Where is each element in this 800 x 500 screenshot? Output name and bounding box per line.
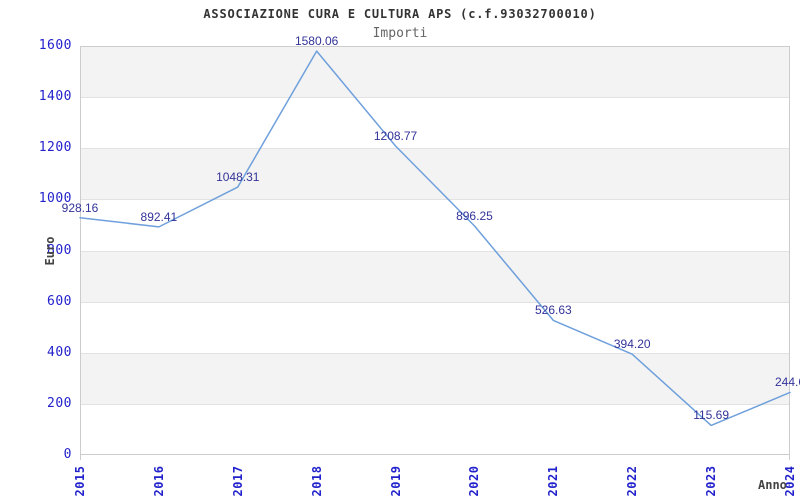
x-axis-tick-label: 2016 [151, 465, 166, 497]
y-axis-tick-label: 0 [63, 447, 72, 462]
y-axis-tick-label: 800 [47, 242, 72, 258]
data-point-label: 394.20 [613, 337, 651, 352]
y-axis-tick-label: 600 [47, 293, 72, 309]
grid-band [80, 46, 790, 98]
x-axis-tick-label: 2022 [625, 465, 640, 497]
grid-line [80, 352, 790, 354]
y-axis-tick-label: 1600 [38, 38, 72, 53]
data-point-label: 1580.06 [294, 34, 339, 49]
data-point-label: 892.41 [140, 209, 178, 224]
x-axis-tick-label: 2023 [704, 465, 719, 497]
data-point-label: 1208.77 [373, 129, 418, 143]
y-axis-title: Euro [43, 236, 57, 266]
grid-line [80, 403, 790, 405]
x-axis-tick-label: 2018 [309, 465, 324, 497]
y-axis-tick-label: 400 [47, 344, 72, 360]
x-axis-tick-label: 2020 [467, 465, 482, 497]
data-point-label: 1048.31 [216, 170, 260, 185]
grid-line [80, 148, 790, 150]
data-point-label: 928.16 [61, 200, 99, 215]
data-point-label: 526.63 [534, 303, 572, 318]
chart-subtitle: Importi [372, 26, 428, 41]
y-axis-tick-label: 1000 [38, 191, 72, 207]
grid-band [80, 148, 790, 200]
x-axis-title: Anno [758, 478, 787, 492]
x-axis-tick-label: 2015 [73, 465, 87, 497]
grid-line [80, 199, 790, 201]
x-axis-tick-label: 2019 [388, 465, 403, 497]
axis-stub [80, 455, 81, 460]
grid-band [80, 250, 790, 302]
x-axis-tick-label: 2017 [230, 465, 245, 497]
grid-line [80, 97, 790, 99]
x-axis-tick-label: 2021 [546, 465, 561, 497]
y-axis-tick-label: 1200 [38, 140, 72, 156]
y-axis-tick-label: 200 [47, 395, 72, 411]
grid-line [80, 250, 790, 252]
grid-band [80, 352, 790, 404]
data-point-label: 896.25 [456, 208, 493, 223]
axis-stub [789, 455, 790, 460]
data-point-label: 244.6 [774, 375, 800, 390]
data-point-label: 115.69 [693, 408, 730, 423]
chart-title: ASSOCIAZIONE CURA E CULTURA APS (c.f.930… [203, 7, 597, 21]
y-axis-tick-label: 1400 [38, 89, 72, 105]
grid-line [80, 301, 790, 303]
